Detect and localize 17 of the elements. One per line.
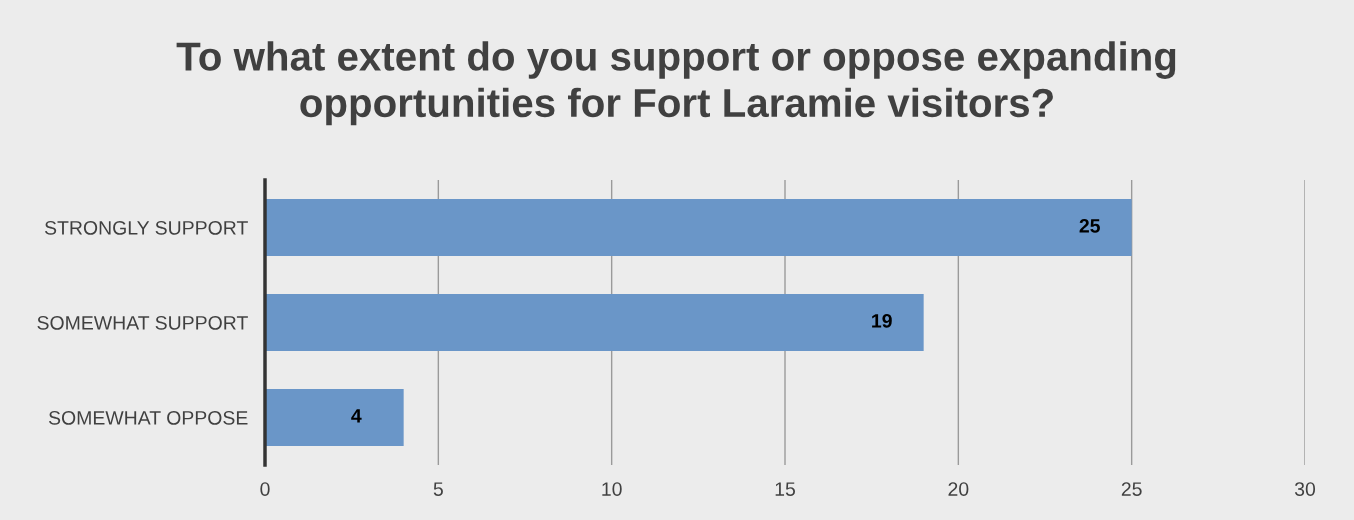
x-tick-label: 0 [260, 482, 270, 496]
x-tick-label: 5 [433, 482, 443, 496]
data-label: 19 [872, 313, 892, 328]
bar [265, 199, 1132, 256]
y-tick-label: STRONGLY SUPPORT [44, 220, 248, 235]
data-label: 4 [351, 409, 362, 423]
chart-title: To what extent do you support or oppose expanding opportunities for Fort Laramie visitors? [176, 41, 1176, 126]
data-label: 25 [1079, 218, 1100, 233]
x-tick-label: 25 [1121, 482, 1142, 496]
x-tick-label: 10 [602, 482, 622, 496]
y-tick-label: SOMEWHAT OPPOSE [48, 410, 248, 425]
x-tick-label: 20 [948, 482, 969, 496]
y-tick-label: SOMEWHAT SUPPORT [37, 315, 248, 330]
bar [265, 294, 924, 351]
x-tick-label: 15 [775, 482, 795, 496]
x-tick-label: 30 [1294, 482, 1316, 496]
bar [265, 389, 404, 446]
